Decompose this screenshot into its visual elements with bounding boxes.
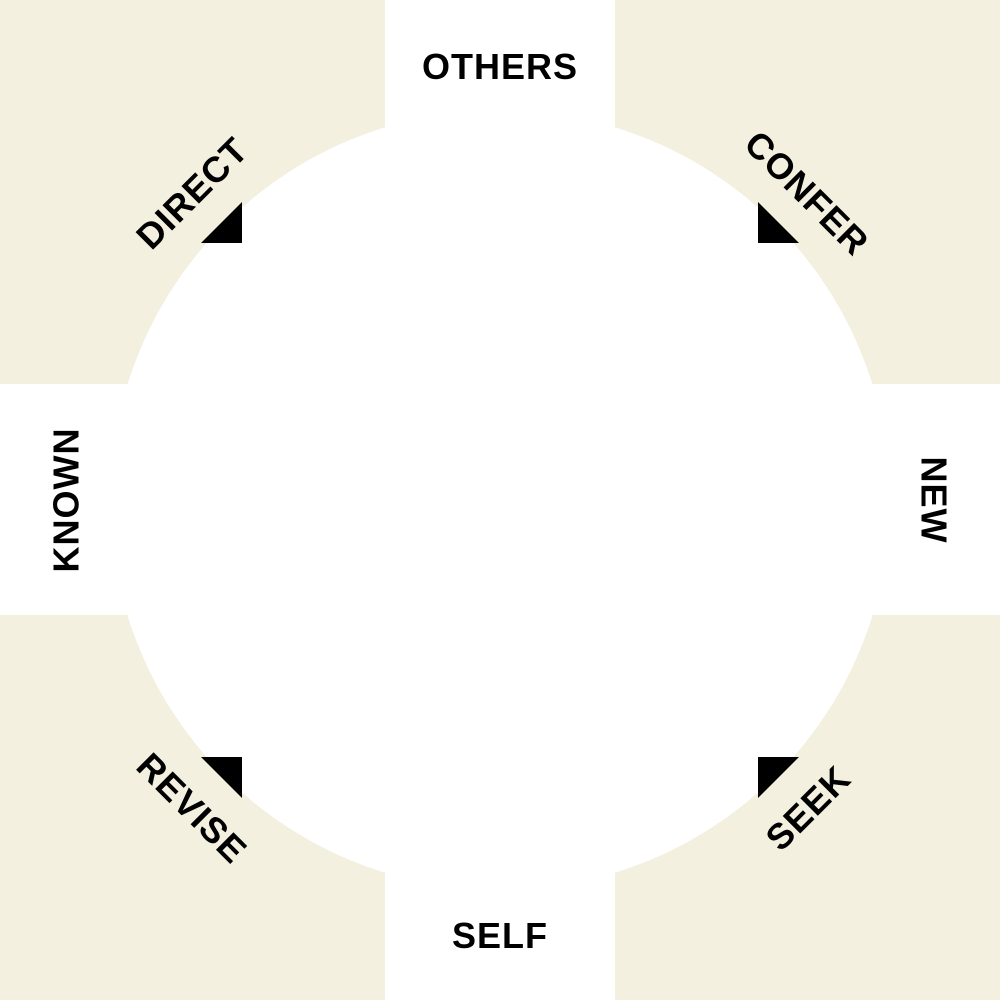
marker-top-left (201, 202, 242, 243)
axis-label-top: OTHERS (422, 46, 578, 87)
axis-label-bottom: SELF (452, 915, 548, 956)
center-circle (110, 110, 890, 890)
axis-label-left: KNOWN (46, 428, 87, 573)
marker-bottom-right (758, 757, 799, 798)
axis-label-right: NEW (914, 457, 955, 544)
marker-bottom-left (201, 757, 242, 798)
marker-top-right (758, 202, 799, 243)
